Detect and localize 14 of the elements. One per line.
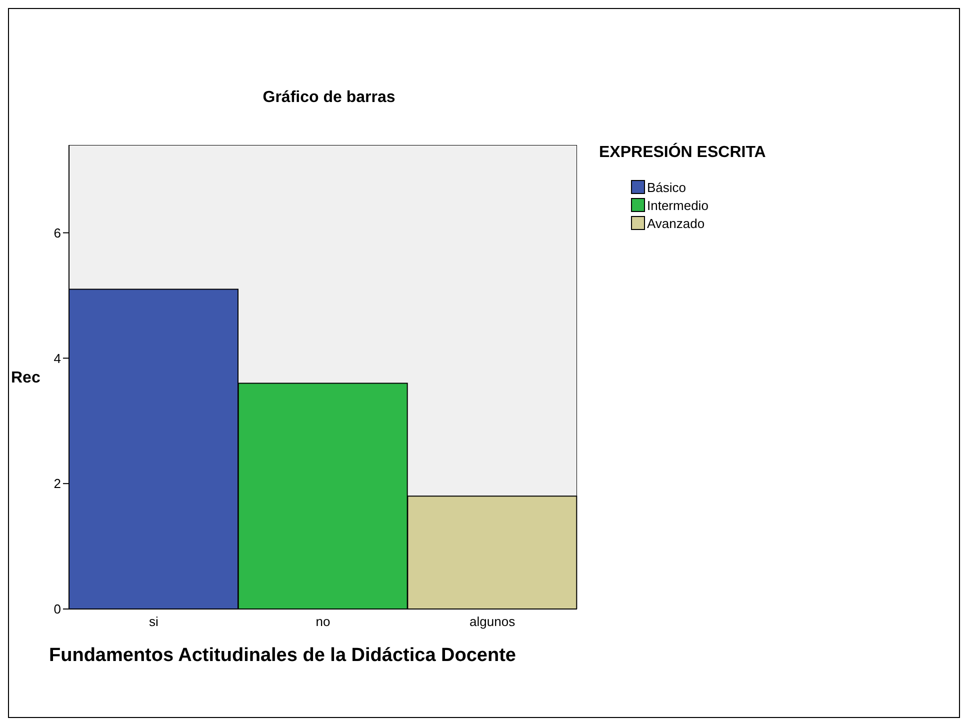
chart-title: Gráfico de barras: [262, 89, 396, 107]
y-tick-label: 4: [54, 350, 61, 366]
y-axis-title: Rec: [11, 370, 40, 387]
x-tick-label: algunos: [470, 614, 516, 630]
x-tick-label: si: [148, 614, 158, 630]
x-tick-label: no: [316, 614, 330, 630]
y-tick-label: 2: [54, 476, 61, 492]
x-axis-title: Fundamentos Actitudinales de la Didáctica Docente: [49, 645, 516, 667]
y-tick-label: 0: [54, 602, 61, 617]
legend-label: Avanzado: [646, 214, 706, 232]
legend-label: Básico: [646, 178, 688, 196]
legend-title: EXPRESIÓN ESCRITA: [599, 144, 766, 162]
legend-label: Intermedio: [646, 196, 710, 214]
y-tick-label: 6: [54, 225, 61, 240]
